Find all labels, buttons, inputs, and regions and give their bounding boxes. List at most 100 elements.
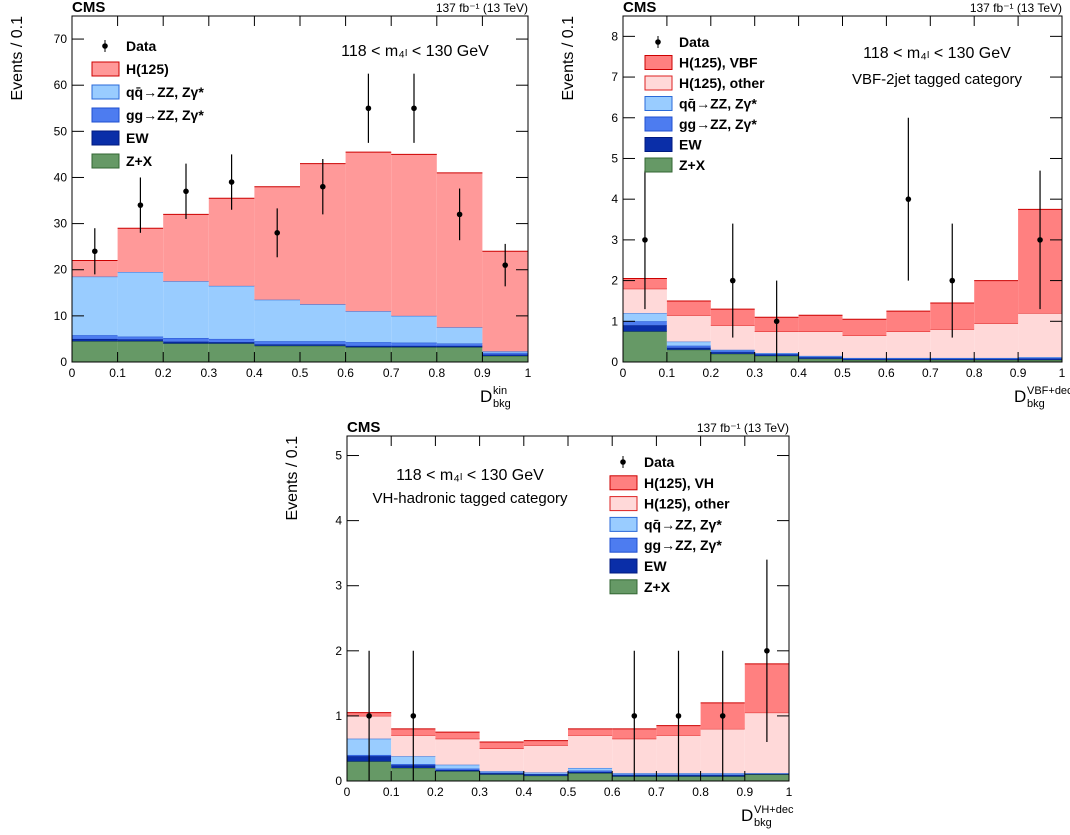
histogram-segment [710,350,755,353]
y-tick-label: 4 [335,514,342,528]
x-tick-label: 0.9 [474,366,491,380]
histogram-segment [523,772,568,774]
histogram-segment [479,748,524,772]
x-axis-label-sub: bkg [754,817,772,829]
legend-swatch [609,475,638,491]
x-axis-label-sub: bkg [493,398,511,410]
histogram-segment [117,339,164,342]
histogram-segment [482,351,528,353]
histogram-segment [798,358,843,362]
data-point [366,713,372,719]
y-tick-label: 0 [60,355,67,369]
y-tick-label: 3 [611,233,618,247]
histogram-segment [300,345,346,362]
x-tick-label: 0 [69,366,76,380]
x-tick-label: 0 [620,366,627,380]
y-tick-label: 6 [611,111,618,125]
x-tick-label: 0.6 [878,366,895,380]
histogram-segment [568,770,613,772]
data-point [502,262,509,268]
histogram-segment [798,357,843,359]
y-tick-label: 1 [335,709,342,723]
legend-label: qq̄→ZZ, Zγ* [644,516,722,532]
data-point [631,713,638,719]
histogram-segment [666,349,711,362]
data-point [675,713,682,719]
x-tick-label: 0.1 [383,785,400,799]
legend-label: EW [644,558,667,574]
histogram-segment [798,331,843,356]
data-point [320,183,326,190]
lumi-label: 137 fb⁻¹ (13 TeV) [436,1,528,15]
y-tick-label: 70 [54,32,68,46]
data-point [410,713,417,719]
y-axis-label: Events / 0.1 [284,436,301,521]
experiment-label: CMS [347,419,380,436]
histogram-segment [974,359,1019,362]
histogram-segment [482,356,528,362]
legend-label: gg→ZZ, Zγ* [126,107,204,123]
histogram-segment [435,769,480,772]
histogram-segment [391,154,437,316]
histogram-segment [391,347,437,362]
histogram-segment [710,353,755,362]
data-point [456,211,463,218]
histogram-segment [72,276,118,336]
y-tick-label: 4 [611,192,618,206]
histogram-segment [254,344,300,346]
x-axis-label-sup: VH+dec [754,804,794,816]
x-axis-label-sub: bkg [1027,398,1045,410]
histogram-segment [568,771,613,774]
histogram-segment [435,768,480,770]
legend-data-marker [620,459,626,465]
y-tick-label: 0 [335,774,342,788]
histogram-segment [391,345,437,348]
histogram-segment [435,732,480,739]
y-tick-label: 10 [54,309,68,323]
histogram-segment [666,341,711,346]
x-tick-label: 0.3 [471,785,488,799]
x-tick-label: 0.7 [383,366,400,380]
x-tick-label: 0.5 [292,366,309,380]
legend-data-marker [655,39,661,45]
histogram-segment [1018,359,1062,362]
y-tick-label: 30 [54,217,68,231]
histogram-segment [568,767,613,771]
histogram-segment [479,741,524,749]
legend-swatch [91,153,120,169]
histogram-segment [117,228,164,273]
legend-label: H(125) [126,61,169,77]
legend-label: Z+X [644,579,671,595]
histogram-segment [479,773,524,775]
x-tick-label: 0 [344,785,351,799]
annotation: VBF-2jet tagged category [852,71,1023,88]
x-tick-label: 0.5 [560,785,577,799]
legend-label: Data [644,454,675,470]
histogram-segment [666,347,711,350]
x-tick-label: 0.8 [966,366,983,380]
histogram-segment [886,311,931,332]
legend-label: H(125), VBF [679,55,758,71]
histogram-segment [435,771,480,781]
legend-swatch [609,558,638,574]
histogram-segment [744,774,789,781]
annotation: 118 < m₄ₗ < 130 GeV [341,43,489,60]
x-tick-label: 0.9 [736,785,753,799]
histogram-segment [345,152,392,312]
histogram-segment [523,740,568,746]
y-tick-label: 3 [335,579,342,593]
histogram-segment [208,338,255,343]
histogram-segment [117,341,164,362]
histogram-segment [842,319,887,336]
x-tick-label: 0.6 [337,366,354,380]
histogram-segment [436,347,483,362]
histogram-segment [300,344,346,346]
histogram-segment [666,315,711,342]
histogram-segment [72,341,118,362]
histogram-segment [163,281,209,339]
y-tick-label: 1 [611,314,618,328]
histogram-segment [163,214,209,282]
data-point [137,202,144,208]
lumi-label: 137 fb⁻¹ (13 TeV) [697,421,789,435]
